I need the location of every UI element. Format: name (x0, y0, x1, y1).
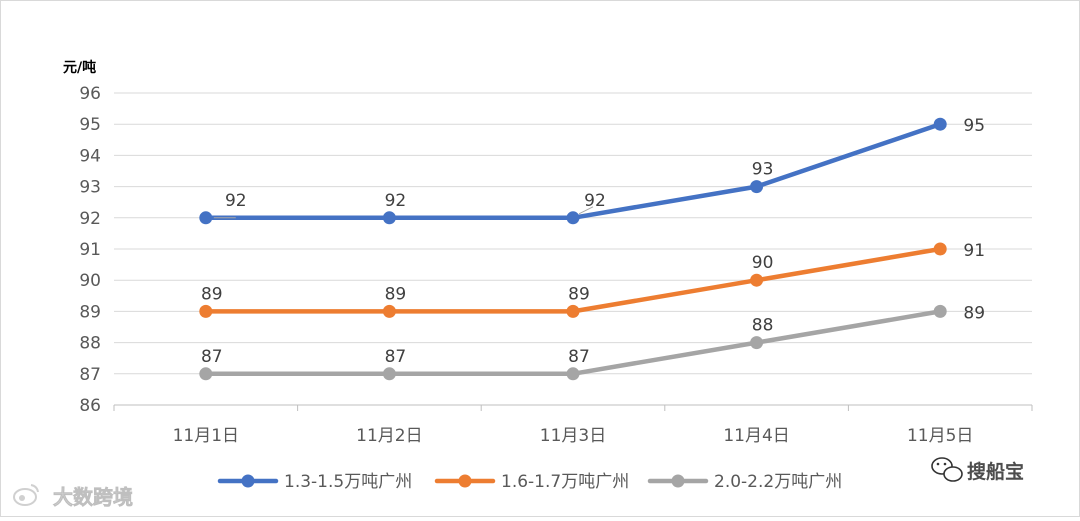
legend-label: 2.0-2.2万吨广州 (714, 472, 842, 492)
data-label: 88 (752, 316, 774, 336)
legend-swatch-marker (241, 474, 255, 488)
y-tick-label: 90 (79, 271, 101, 291)
data-label: 91 (963, 241, 985, 261)
label-leader-line (578, 206, 594, 215)
y-tick-label: 88 (79, 334, 101, 354)
data-label: 92 (584, 191, 606, 211)
series-point (382, 367, 396, 381)
data-label: 87 (201, 347, 223, 367)
y-tick-label: 93 (79, 178, 101, 198)
y-tick-label: 87 (79, 365, 101, 385)
series-point (566, 367, 580, 381)
y-tick-label: 94 (79, 146, 101, 166)
data-label: 93 (752, 160, 774, 180)
series-point (750, 180, 764, 194)
y-tick-label: 96 (79, 84, 101, 104)
series-point (933, 117, 947, 131)
legend-label: 1.3-1.5万吨广州 (284, 472, 412, 492)
wechat-icon (931, 457, 963, 482)
series-point (933, 304, 947, 318)
x-tick-label: 11月1日 (173, 426, 239, 446)
data-label: 92 (225, 191, 247, 211)
data-label: 90 (752, 253, 774, 273)
series-point (566, 211, 580, 225)
data-label: 87 (568, 347, 590, 367)
data-label: 95 (963, 116, 985, 136)
watermark-left: 大数跨境 (13, 484, 133, 509)
series-points (199, 117, 947, 381)
y-tick-label: 86 (79, 396, 101, 416)
legend-label: 1.6-1.7万吨广州 (501, 472, 629, 492)
y-tick-label: 89 (79, 302, 101, 322)
legend-swatch-marker (458, 474, 472, 488)
data-labels: 92 92 92 93 95 89 89 89 90 91 87 87 87 88 89 (201, 116, 985, 367)
y-tick-label: 92 (79, 209, 101, 229)
x-axis: 11月1日 11月2日 11月3日 11月4日 11月5日 (113, 404, 1033, 446)
data-label: 87 (385, 347, 407, 367)
legend: 1.3-1.5万吨广州 1.6-1.7万吨广州 2.0-2.2万吨广州 (217, 472, 842, 492)
series-point (750, 273, 764, 287)
x-tick-label: 11月4日 (723, 426, 789, 446)
data-label: 89 (963, 303, 985, 323)
watermark-right: 搜船宝 (931, 457, 1024, 483)
data-label: 89 (568, 284, 590, 304)
x-tick-label: 11月3日 (540, 426, 606, 446)
data-label: 89 (385, 284, 407, 304)
series-point (382, 304, 396, 318)
series-point (933, 242, 947, 256)
y-tick-label: 91 (79, 240, 101, 260)
y-tick-label: 95 (79, 115, 101, 135)
series-point (382, 211, 396, 225)
series-line (203, 121, 943, 221)
series-point (199, 211, 213, 225)
gridlines (114, 92, 1032, 375)
y-axis-ticks: 96 95 94 93 92 91 90 89 88 87 86 (79, 84, 101, 416)
x-tick-label: 11月2日 (356, 426, 422, 446)
series-point (566, 304, 580, 318)
y-axis-unit-label: 元/吨 (63, 59, 96, 76)
data-label: 92 (385, 191, 407, 211)
weibo-icon (13, 484, 39, 506)
series-point (199, 304, 213, 318)
series-point (750, 336, 764, 350)
watermark-left-text: 大数跨境 (53, 485, 133, 509)
watermark-right-text: 搜船宝 (967, 460, 1024, 483)
legend-swatch-marker (671, 474, 685, 488)
x-tick-label: 11月5日 (907, 426, 973, 446)
series-point (199, 367, 213, 381)
data-label: 89 (201, 284, 223, 304)
